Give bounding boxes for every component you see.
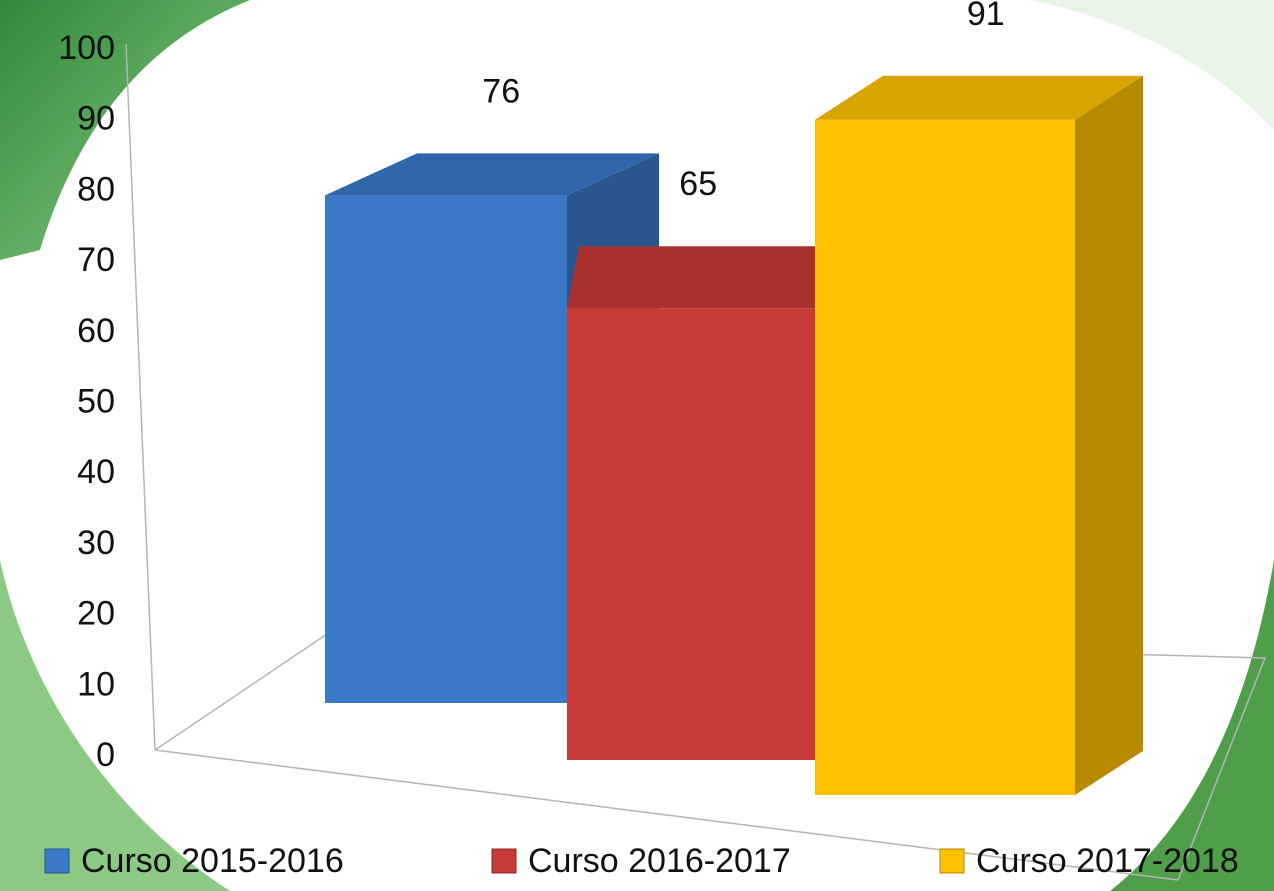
data-label: 76 xyxy=(482,72,520,110)
legend-swatch xyxy=(44,848,70,874)
data-label: 65 xyxy=(679,165,717,203)
bar-side xyxy=(1075,75,1143,795)
y-tick-label: 90 xyxy=(77,100,115,138)
y-tick-label: 60 xyxy=(77,312,115,350)
bar xyxy=(567,308,815,760)
legend-label: Curso 2016-2017 xyxy=(528,842,791,880)
bar-top xyxy=(567,246,827,309)
legend-swatch xyxy=(939,848,965,874)
legend-label: Curso 2015-2016 xyxy=(81,842,344,880)
legend-label: Curso 2017-2018 xyxy=(976,842,1239,880)
bar-top xyxy=(815,75,1143,120)
legend-swatch xyxy=(491,848,517,874)
back-wall-edge xyxy=(125,43,156,751)
y-tick-label: 40 xyxy=(77,453,115,491)
bar xyxy=(815,119,1075,795)
floor-front xyxy=(154,749,1179,881)
data-label: 91 xyxy=(967,0,1005,33)
y-tick-label: 80 xyxy=(77,170,115,208)
y-tick-label: 70 xyxy=(77,241,115,279)
y-tick-label: 0 xyxy=(96,736,115,774)
y-tick-label: 10 xyxy=(77,665,115,703)
bar-top xyxy=(325,153,659,196)
bar xyxy=(325,195,567,703)
y-tick-label: 30 xyxy=(77,524,115,562)
y-tick-label: 20 xyxy=(77,595,115,633)
y-tick-label: 50 xyxy=(77,382,115,420)
y-tick-label: 100 xyxy=(58,29,115,67)
